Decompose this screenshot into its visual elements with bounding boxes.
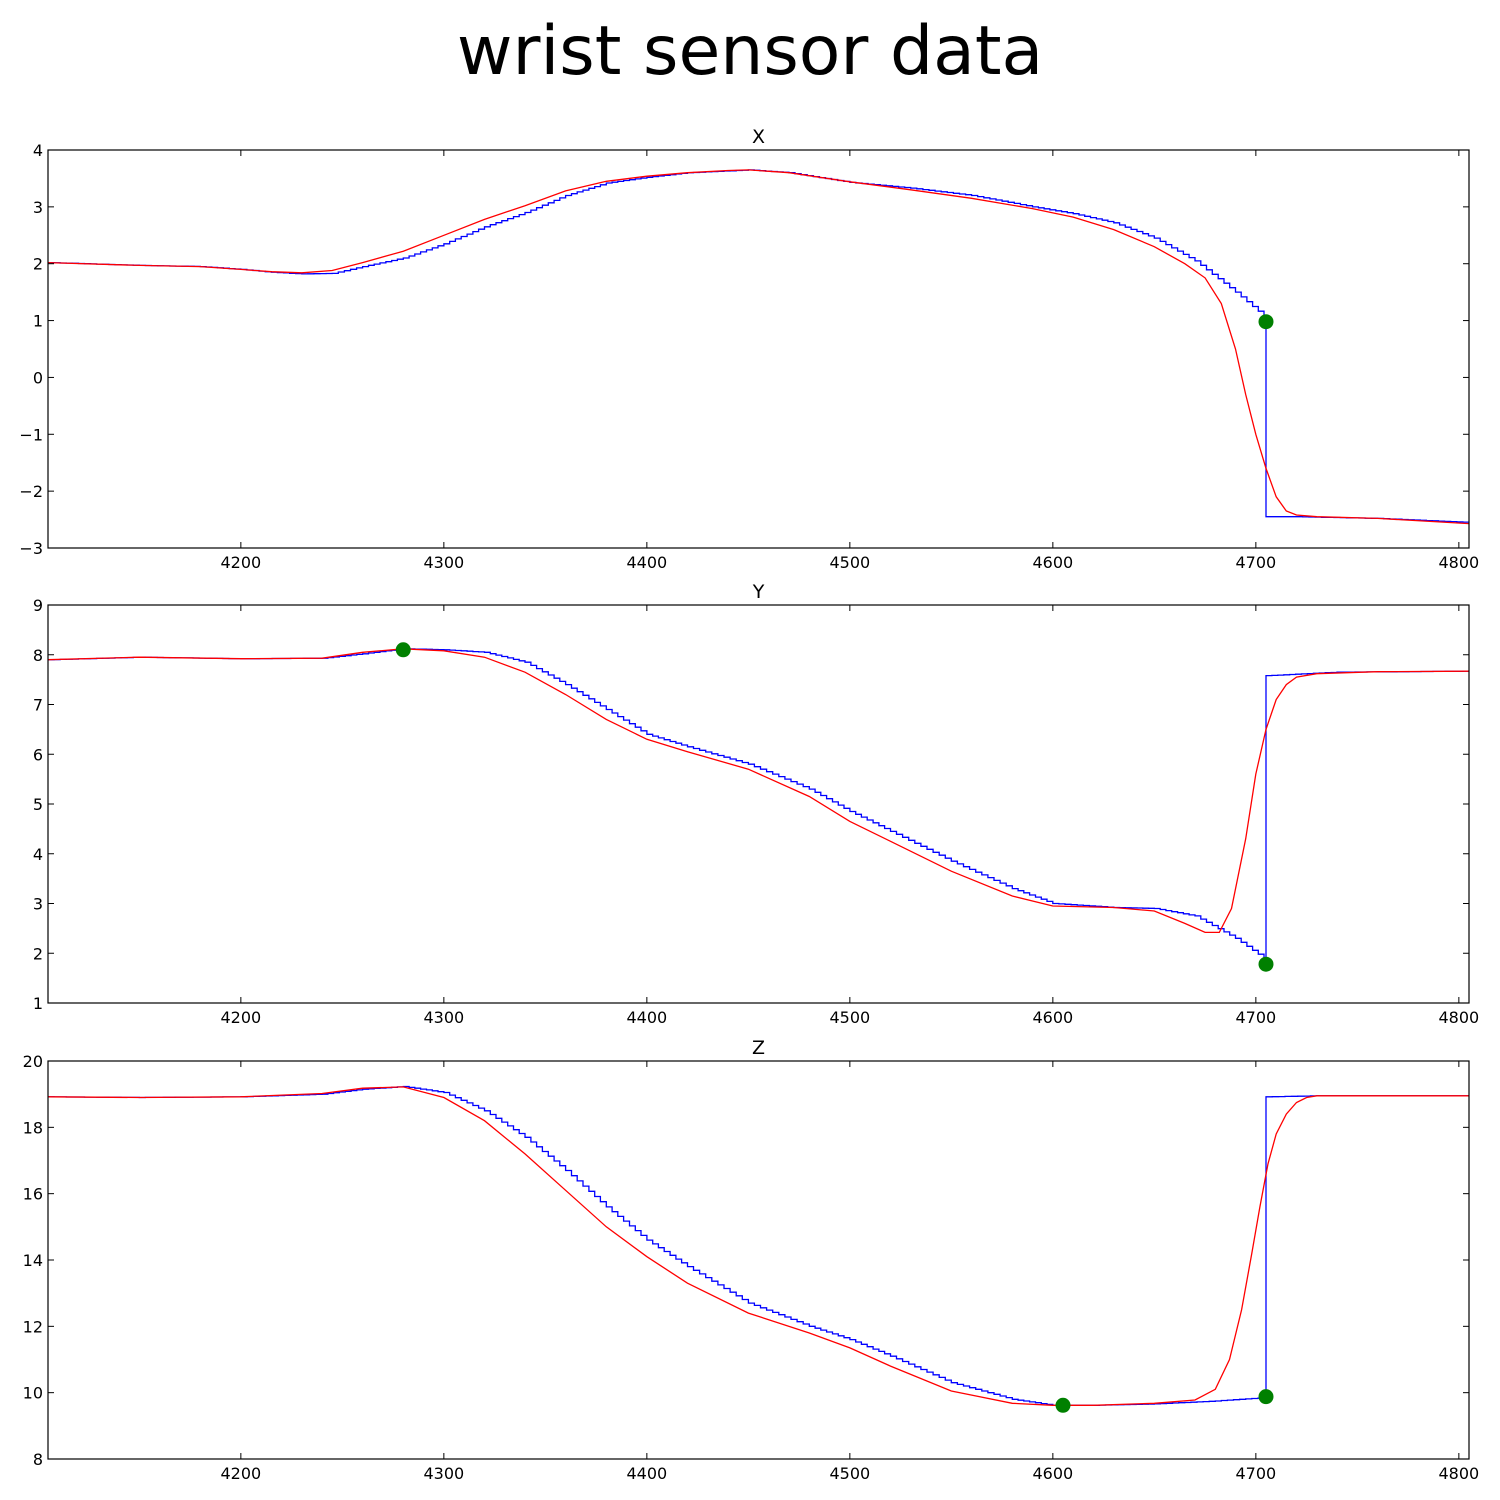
data-point-marker: [395, 642, 411, 658]
series-line-blue: [48, 169, 1469, 523]
x-tick-label: 4200: [220, 1008, 261, 1027]
x-tick-label: 4800: [1438, 1464, 1479, 1483]
y-tick-label: 4: [33, 845, 43, 864]
axes-frame: [47, 604, 1470, 1004]
y-tick-label: 1: [33, 312, 43, 331]
x-tick-label: 4700: [1235, 1464, 1276, 1483]
series-line-red: [48, 648, 1469, 934]
y-tick-label: 1: [33, 994, 43, 1013]
figure-title: wrist sensor data: [456, 12, 1044, 91]
axes-frame: [47, 149, 1470, 549]
y-tick-label: 20: [23, 1052, 43, 1071]
x-tick-label: 4700: [1235, 1008, 1276, 1027]
y-tick-label: 18: [23, 1118, 43, 1137]
y-tick-label: 8: [33, 1450, 43, 1469]
x-tick-label: 4400: [626, 553, 667, 572]
series-line-blue: [48, 1085, 1469, 1406]
subplot-title: Z: [752, 1037, 765, 1059]
x-tick-label: 4600: [1032, 1464, 1073, 1483]
x-tick-label: 4400: [626, 1464, 667, 1483]
y-tick-label: 2: [33, 944, 43, 963]
axes-frame: [47, 1060, 1470, 1460]
x-tick-label: 4500: [829, 553, 870, 572]
x-tick-label: 4700: [1235, 553, 1276, 572]
x-tick-label: 4200: [220, 553, 261, 572]
x-tick-label: 4600: [1032, 1008, 1073, 1027]
subplot-title: Y: [752, 581, 765, 603]
y-tick-label: 6: [33, 745, 43, 764]
data-point-marker: [1258, 956, 1274, 972]
subplot-y: Y 4200 4300 4400 4500 4600 4700 4800 1 2 3 4 5 6 7 8 9: [33, 581, 1479, 1027]
y-tick-label: 8: [33, 646, 43, 665]
data-point-marker: [1258, 314, 1274, 330]
x-tick-label: 4800: [1438, 1008, 1479, 1027]
y-tick-label: −1: [19, 425, 43, 444]
y-tick-label: 10: [23, 1384, 43, 1403]
series-line-red: [48, 1086, 1469, 1406]
x-tick-label: 4200: [220, 1464, 261, 1483]
subplot-title: X: [752, 126, 765, 148]
data-point-marker: [1258, 1389, 1274, 1405]
y-tick-label: 0: [33, 368, 43, 387]
y-tick-label: 3: [33, 198, 43, 217]
x-tick-label: 4300: [423, 1464, 464, 1483]
x-tick-label: 4300: [423, 1008, 464, 1027]
x-tick-label: 4300: [423, 553, 464, 572]
x-tick-label: 4800: [1438, 553, 1479, 572]
y-tick-label: 7: [33, 696, 43, 715]
subplot-z: Z 4200 4300 4400 4500 4600 4700 4800 8 10 12 14 16 18…: [23, 1037, 1480, 1483]
y-tick-label: 14: [23, 1251, 43, 1270]
y-tick-label: 3: [33, 895, 43, 914]
y-tick-label: −3: [19, 539, 43, 558]
x-tick-label: 4500: [829, 1464, 870, 1483]
x-tick-label: 4500: [829, 1008, 870, 1027]
y-tick-label: −2: [19, 482, 43, 501]
series-line-blue: [48, 648, 1469, 964]
subplot-x: X 4200 4300 4400 4500 4600 4700 4800 −3 −2 −1 0 1 2 3 4: [19, 126, 1479, 572]
y-tick-label: 5: [33, 795, 43, 814]
data-point-marker: [1055, 1397, 1071, 1413]
series-line-red: [48, 169, 1469, 525]
x-tick-label: 4600: [1032, 553, 1073, 572]
y-tick-label: 2: [33, 255, 43, 274]
y-tick-label: 12: [23, 1317, 43, 1336]
x-tick-label: 4400: [626, 1008, 667, 1027]
y-tick-label: 16: [23, 1185, 43, 1204]
y-tick-label: 4: [33, 141, 43, 160]
y-tick-label: 9: [33, 596, 43, 615]
